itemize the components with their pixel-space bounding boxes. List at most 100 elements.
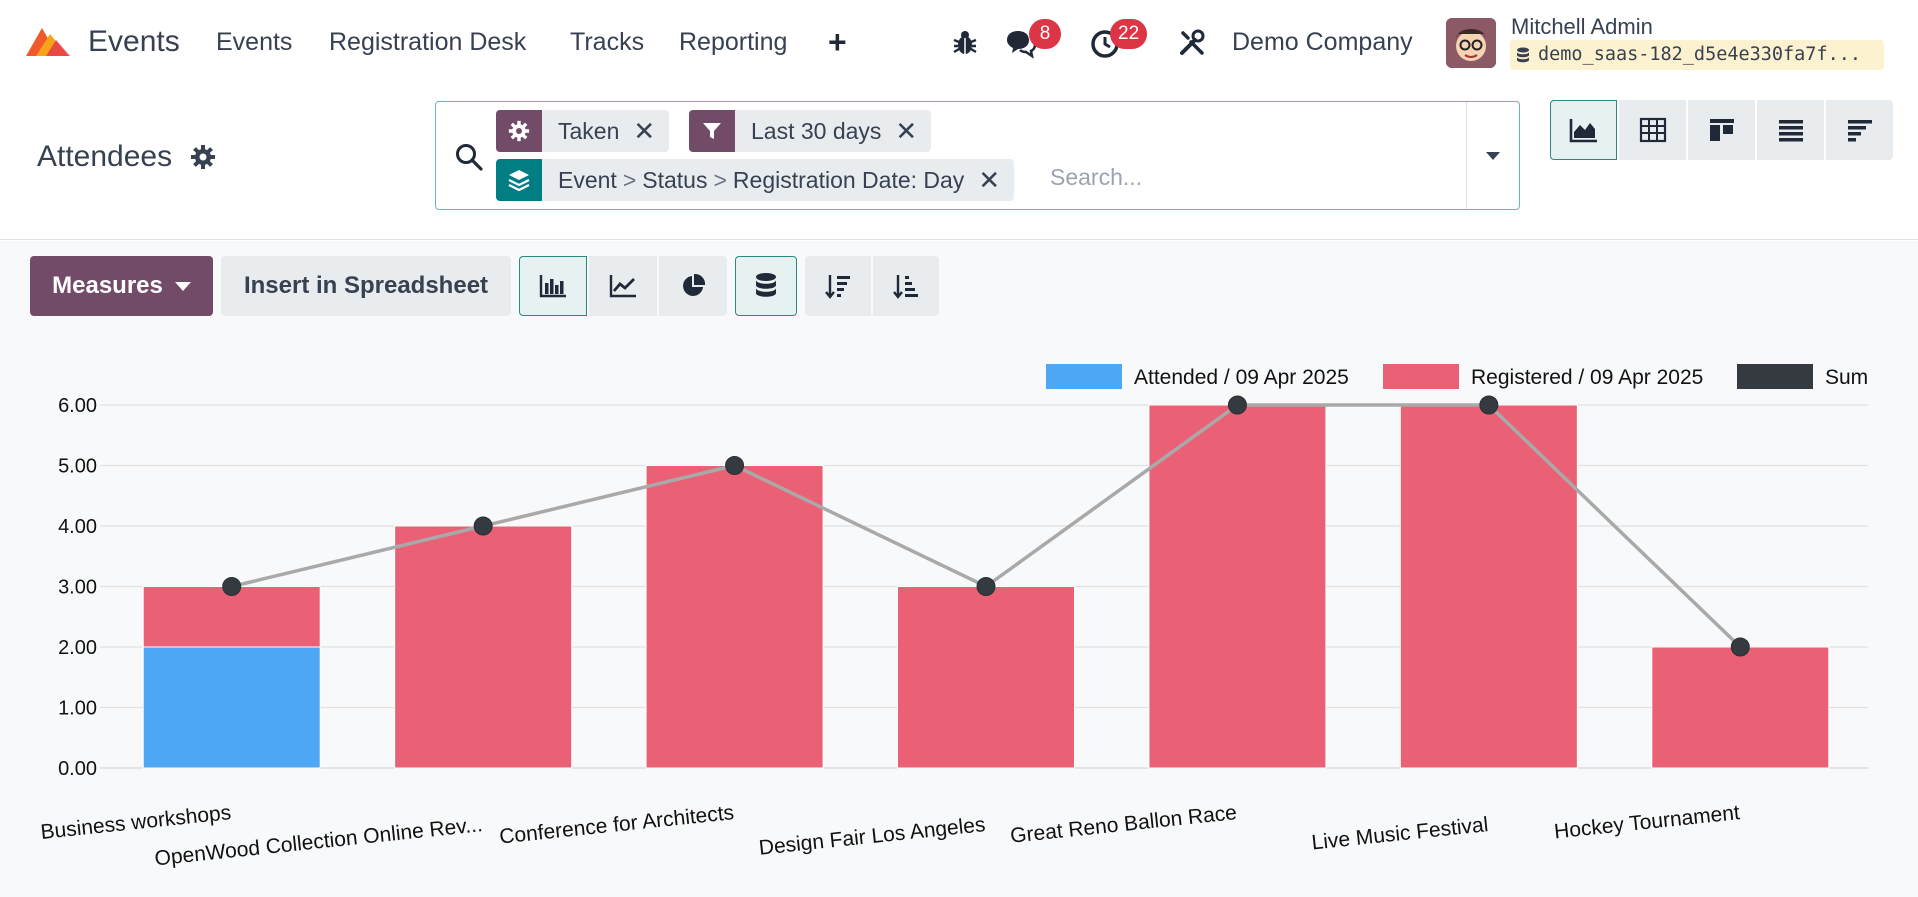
stacked-group	[735, 256, 797, 316]
chart-area: 0.00 1.00 2.00 3.00 4.00 5.00 6.00 Business wor…	[0, 341, 1918, 897]
events-app-icon	[26, 28, 70, 56]
menu-tracks[interactable]: Tracks	[570, 28, 645, 56]
facet-taken: Taken ✕	[496, 110, 670, 152]
user-avatar-image	[1446, 18, 1496, 68]
line-chart-button[interactable]	[589, 256, 657, 316]
stacked-toggle-button[interactable]	[735, 256, 797, 316]
facet-date-filter-label: Last 30 days	[751, 117, 882, 144]
search-icon	[456, 144, 483, 171]
gantt-icon	[1847, 120, 1872, 142]
sort-ascending-button[interactable]	[873, 256, 939, 316]
y-tick-label: 4.00	[58, 516, 97, 538]
messages-count-badge: 8	[1029, 19, 1061, 49]
activities-count-badge: 22	[1110, 19, 1148, 49]
legend-swatch	[1046, 364, 1122, 389]
sum-point	[725, 456, 745, 475]
search-bar: Taken ✕ Last 30 days ✕ Event > Status > Regi…	[435, 101, 1520, 210]
control-panel: Attendees Taken ✕	[0, 88, 1918, 240]
remove-facet-date-icon[interactable]: ✕	[895, 115, 918, 146]
menu-events[interactable]: Events	[216, 28, 293, 56]
sum-point	[1227, 395, 1247, 415]
facet-taken-label: Taken	[558, 117, 620, 144]
caret-down-icon	[1486, 151, 1500, 160]
gear-icon[interactable]	[190, 144, 216, 170]
groupby-status: Status	[642, 166, 708, 193]
list-view-button[interactable]	[1757, 100, 1824, 160]
bar-segment	[394, 525, 573, 769]
y-tick-label: 5.00	[58, 456, 97, 478]
area-chart-icon	[1569, 119, 1597, 143]
insert-spreadsheet-label: Insert in Spreadsheet	[243, 272, 489, 299]
settings-tools-icon[interactable]	[1177, 28, 1207, 58]
bar-segment	[1399, 404, 1578, 769]
top-navbar: Events Events Registration Desk Tracks R…	[0, 0, 1918, 88]
sum-point	[473, 516, 493, 536]
y-tick-label: 2.00	[58, 637, 97, 659]
x-tick-label: Conference for Architects	[498, 801, 735, 849]
facet-groupby-label: Event > Status > Registration Date: Day	[542, 167, 978, 194]
x-tick-label: Design Fair Los Angeles	[758, 813, 987, 860]
sum-point	[976, 577, 996, 596]
measures-button[interactable]: Measures	[30, 256, 213, 316]
graph-content: Measures Insert in Spreadsheet	[0, 241, 1918, 897]
database-icon	[1517, 47, 1529, 63]
facet-date-filter: Last 30 days ✕	[689, 110, 932, 152]
groupby-separator: >	[713, 166, 727, 193]
menu-reporting[interactable]: Reporting	[679, 28, 788, 56]
database-stack-icon	[756, 273, 776, 297]
pie-chart-icon	[683, 273, 706, 296]
database-tag: demo_saas-182_d5e4e330fa7f...	[1510, 40, 1884, 70]
x-tick-label: Live Music Festival	[1311, 813, 1490, 854]
groupby-separator: >	[622, 166, 637, 193]
bar-segment	[645, 465, 824, 769]
sort-descending-icon	[825, 275, 850, 299]
insert-spreadsheet-button[interactable]: Insert in Spreadsheet	[221, 256, 511, 316]
caret-down-icon	[174, 281, 191, 291]
menu-registration-desk[interactable]: Registration Desk	[329, 28, 527, 56]
legend-label: Sum	[1825, 366, 1868, 389]
y-tick-label: 1.00	[58, 698, 97, 720]
groupby-registration-date: Registration Date: Day	[732, 166, 965, 193]
pivot-view-button[interactable]	[1619, 100, 1686, 160]
x-tick-label: Great Reno Ballon Race	[1009, 801, 1238, 848]
app-brand[interactable]: Events	[22, 22, 180, 62]
sort-group	[805, 256, 939, 316]
add-menu-icon[interactable]: +	[828, 24, 847, 60]
database-name: demo_saas-182_d5e4e330fa7f...	[1538, 44, 1862, 65]
facet-groupby: Event > Status > Registration Date: Day ✕	[496, 159, 1015, 201]
bar-segment	[142, 646, 321, 769]
gear-facet-icon	[496, 110, 542, 152]
legend-swatch	[1737, 364, 1813, 389]
bar-chart-button[interactable]	[519, 256, 587, 316]
attendees-bar-chart: 0.00 1.00 2.00 3.00 4.00 5.00 6.00 Business wor…	[39, 364, 1868, 870]
user-name[interactable]: Mitchell Admin	[1511, 14, 1653, 39]
debug-bug-icon[interactable]	[950, 28, 980, 58]
remove-facet-groupby-icon[interactable]: ✕	[978, 164, 1001, 195]
company-switcher[interactable]: Demo Company	[1232, 28, 1413, 56]
kanban-view-button[interactable]	[1688, 100, 1755, 160]
page-title: Attendees	[37, 140, 173, 173]
sort-ascending-icon	[893, 275, 918, 299]
search-options-toggle[interactable]	[1466, 102, 1519, 209]
bar-segment	[142, 586, 321, 648]
search-input[interactable]	[1050, 157, 1470, 197]
x-tick-label: Hockey Tournament	[1553, 801, 1741, 843]
y-tick-label: 3.00	[58, 577, 97, 599]
graph-view-button[interactable]	[1550, 100, 1617, 160]
pie-chart-button[interactable]	[659, 256, 727, 316]
user-avatar[interactable]	[1446, 18, 1496, 68]
bar-segment	[897, 586, 1075, 769]
filter-icon	[689, 110, 735, 152]
groupby-event: Event	[558, 166, 617, 193]
sum-point	[222, 577, 242, 596]
app-name: Events	[88, 25, 180, 58]
gantt-view-button[interactable]	[1826, 100, 1893, 160]
measures-label: Measures	[52, 272, 163, 299]
legend-swatch	[1383, 364, 1459, 389]
bar-segment	[1651, 646, 1830, 769]
remove-facet-taken-icon[interactable]: ✕	[633, 115, 656, 146]
view-switcher	[1550, 100, 1893, 160]
bar-segment	[1148, 404, 1327, 769]
sum-point	[1479, 395, 1499, 415]
sort-descending-button[interactable]	[805, 256, 871, 316]
